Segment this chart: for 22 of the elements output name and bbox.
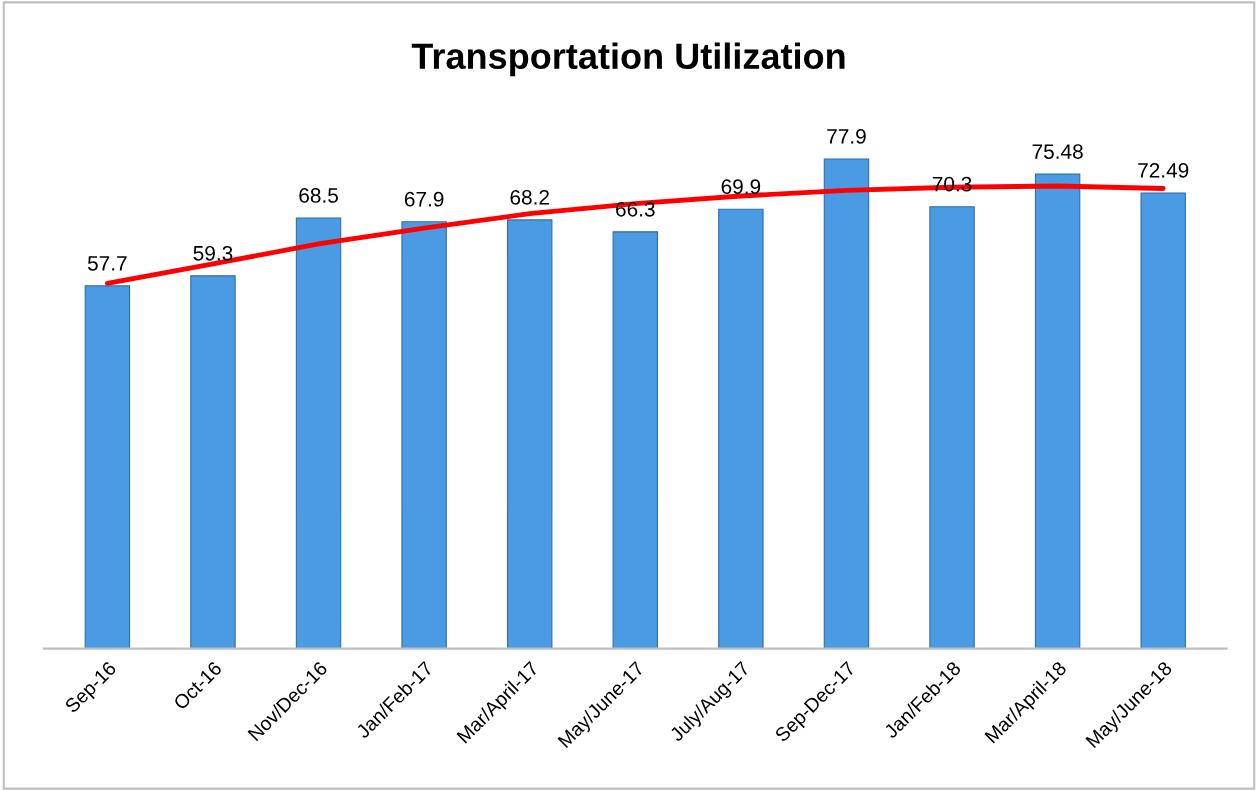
chart-title: Transportation Utilization (411, 42, 845, 77)
bar (295, 217, 342, 649)
data-label: 57.7 (87, 256, 127, 271)
data-label: 69.9 (721, 179, 761, 195)
data-label: 72.49 (1138, 162, 1189, 178)
data-label: 68.5 (299, 188, 338, 203)
data-label: 77.9 (827, 128, 866, 144)
data-label: 66.3 (616, 201, 655, 217)
data-label: 75.48 (1032, 144, 1083, 159)
bar (718, 208, 764, 649)
bar (190, 275, 236, 649)
data-label: 59.3 (193, 245, 233, 261)
bar (1034, 173, 1081, 649)
bar (929, 206, 975, 649)
bar (84, 285, 131, 649)
bar (823, 158, 870, 649)
data-label: 67.9 (404, 191, 444, 207)
data-label: 68.2 (510, 189, 549, 205)
bar (612, 231, 659, 649)
bar (401, 221, 447, 649)
bar (1140, 192, 1186, 649)
bar (506, 219, 553, 649)
